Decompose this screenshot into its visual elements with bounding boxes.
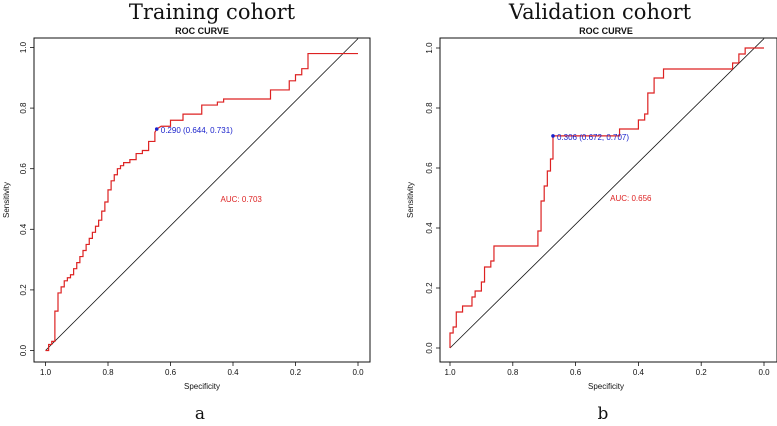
y-tick-label: 0.4 bbox=[19, 223, 28, 235]
x-tick-label: 0.0 bbox=[352, 368, 364, 377]
y-axis-label: Sensitivity bbox=[406, 182, 415, 218]
x-axis-label: Specificity bbox=[184, 382, 220, 391]
y-tick-label: 1.0 bbox=[19, 41, 28, 53]
y-tick-label: 0.8 bbox=[19, 102, 28, 114]
panel-label: a bbox=[195, 404, 205, 424]
y-tick-label: 1.0 bbox=[425, 42, 434, 54]
x-tick-label: 0.0 bbox=[758, 368, 770, 377]
x-tick-label: 0.6 bbox=[165, 368, 177, 377]
optimal-threshold-point bbox=[154, 127, 159, 131]
x-tick-label: 0.4 bbox=[227, 368, 239, 377]
auc-annotation: AUC: 0.656 bbox=[610, 194, 652, 203]
y-tick-label: 0.4 bbox=[425, 222, 434, 234]
reference-diagonal bbox=[449, 38, 765, 349]
y-tick-label: 0.0 bbox=[19, 344, 28, 356]
x-axis: 1.0 0.8 0.6 0.4 0.2 0.0 bbox=[444, 362, 770, 377]
x-tick-label: 0.2 bbox=[290, 368, 302, 377]
y-tick-label: 0.6 bbox=[425, 162, 434, 174]
y-tick-label: 0.0 bbox=[425, 342, 434, 354]
panel-validation: Validation cohort ROC CURVE 1.0 0.8 0.6 0.4… bbox=[406, 0, 777, 424]
y-tick-label: 0.6 bbox=[19, 163, 28, 175]
y-tick-label: 0.8 bbox=[425, 102, 434, 114]
plot-frame bbox=[439, 37, 777, 363]
x-tick-label: 0.8 bbox=[507, 368, 519, 377]
threshold-annotation: 0.306 (0.672, 0.707) bbox=[557, 133, 629, 142]
y-tick-label: 0.2 bbox=[425, 282, 434, 294]
plot-title: ROC CURVE bbox=[175, 26, 229, 36]
x-tick-label: 0.8 bbox=[102, 368, 114, 377]
x-tick-label: 1.0 bbox=[40, 368, 52, 377]
roc-curve-line bbox=[45, 52, 358, 352]
x-tick-label: 0.4 bbox=[633, 368, 645, 377]
panel-training: Training cohort ROC CURVE 1.0 0.8 0.6 0.4 0.… bbox=[2, 0, 371, 424]
x-axis: 1.0 0.8 0.6 0.4 0.2 0.0 bbox=[40, 362, 364, 377]
y-axis: 0.0 0.2 0.4 0.6 0.8 1.0 bbox=[19, 41, 34, 356]
panel-label: b bbox=[598, 404, 609, 424]
auc-annotation: AUC: 0.703 bbox=[221, 195, 263, 204]
roc-curve-line bbox=[449, 47, 764, 348]
x-tick-label: 1.0 bbox=[444, 368, 456, 377]
x-axis-label: Specificity bbox=[588, 382, 624, 391]
y-axis-label: Sensitivity bbox=[2, 182, 11, 218]
optimal-threshold-point bbox=[551, 134, 555, 138]
plot-title: ROC CURVE bbox=[579, 26, 633, 36]
reference-diagonal bbox=[45, 38, 359, 351]
threshold-annotation: 0.290 (0.644, 0.731) bbox=[161, 126, 233, 135]
y-axis: 0.0 0.2 0.4 0.6 0.8 1.0 bbox=[425, 42, 440, 354]
cohort-title: Training cohort bbox=[129, 0, 296, 24]
y-tick-label: 0.2 bbox=[19, 284, 28, 296]
plot-frame bbox=[33, 37, 371, 363]
x-tick-label: 0.6 bbox=[570, 368, 582, 377]
x-tick-label: 0.2 bbox=[696, 368, 708, 377]
cohort-title: Validation cohort bbox=[508, 0, 692, 24]
